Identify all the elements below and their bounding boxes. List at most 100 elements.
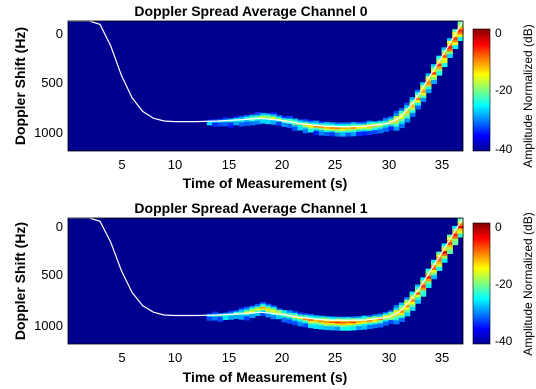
- heatmap-cell: [393, 118, 400, 123]
- heatmap-cell: [404, 299, 411, 304]
- heatmap-cell: [436, 63, 443, 68]
- x-tick-label: 15: [222, 157, 236, 172]
- heatmap-cell: [350, 326, 357, 331]
- y-tick-label: 0: [56, 219, 63, 234]
- heatmap-cell: [420, 290, 427, 295]
- heatmap-cell: [447, 247, 453, 252]
- heatmap-cell: [452, 241, 459, 246]
- heatmap-cell: [254, 120, 261, 125]
- heatmap-cell: [393, 126, 400, 131]
- heatmap-cell: [415, 299, 421, 304]
- heatmap-cell: [425, 273, 432, 278]
- heatmap-cell: [404, 110, 411, 115]
- heatmap-cell: [388, 126, 395, 131]
- heatmap-cell: [398, 121, 405, 126]
- heatmap-cell: [270, 315, 277, 320]
- heatmap-cell: [415, 284, 421, 289]
- heatmap-cell: [457, 225, 464, 230]
- heatmap-cell: [415, 105, 421, 110]
- heatmap-cell: [425, 281, 432, 286]
- heatmap-cell: [425, 83, 432, 88]
- heatmap-cell: [270, 120, 277, 125]
- heatmap-cell: [436, 264, 443, 269]
- x-tick-label: 5: [118, 157, 125, 172]
- y-axis-label: Doppler Shift (Hz): [12, 27, 28, 145]
- heatmap-cell: [398, 124, 405, 129]
- heatmap-cell: [222, 122, 229, 127]
- heatmap-cell: [393, 113, 400, 118]
- heatmap-cell: [366, 325, 373, 329]
- plot-frame: [67, 20, 464, 152]
- y-tick-label: 0: [56, 26, 63, 41]
- heatmap-cell: [404, 304, 411, 309]
- heatmap-cell: [404, 118, 411, 123]
- heatmap-cell: [409, 110, 416, 115]
- heatmap-cell: [441, 253, 448, 258]
- y-axis-label: Doppler Shift (Hz): [12, 222, 28, 340]
- heatmap-cell: [431, 74, 437, 79]
- heatmap-cell: [409, 296, 416, 301]
- heatmap-cell: [233, 314, 240, 319]
- y-axis: 0 500 1000: [34, 26, 63, 140]
- heatmap-cell: [329, 132, 336, 137]
- heatmap-cell: [222, 316, 229, 320]
- overlay-line: [68, 217, 464, 322]
- heatmap-cell: [457, 31, 464, 36]
- heatmap-cell: [447, 48, 453, 53]
- heatmap-cell: [318, 325, 325, 330]
- heatmap-cell: [420, 90, 427, 95]
- heatmap-cell: [441, 60, 448, 65]
- heatmap-cell: [436, 68, 443, 73]
- heatmap-cell: [457, 233, 464, 238]
- heatmap-cell: [366, 130, 373, 135]
- heatmap-cell: [404, 309, 411, 314]
- heatmap-cell: [425, 78, 432, 83]
- heatmap-cell: [457, 29, 464, 34]
- heatmap-cell: [420, 282, 427, 287]
- heatmap-cell: [425, 89, 432, 94]
- heatmap-cell: [436, 66, 443, 71]
- heatmap-cell: [409, 306, 416, 311]
- heatmap-cell: [276, 315, 283, 320]
- heatmap-cell: [409, 294, 416, 299]
- y-tick-label: 500: [41, 75, 63, 90]
- heatmap-cell: [409, 107, 416, 112]
- heatmap-cell: [409, 112, 416, 117]
- plot-background: [68, 218, 463, 344]
- heatmap-cell: [281, 318, 288, 323]
- heatmap-cell: [441, 256, 448, 261]
- x-axis: 5 10 15 20 25 30 35: [118, 350, 449, 365]
- heatmap-cell: [436, 256, 443, 261]
- heatmap-cell: [415, 89, 421, 94]
- heatmap-cell: [329, 326, 336, 331]
- heatmap-cell: [404, 307, 411, 312]
- heatmap-cell: [292, 321, 299, 326]
- heatmap-cell: [324, 132, 331, 136]
- x-tick-label: 20: [275, 350, 289, 365]
- chart-title: Doppler Spread Average Channel 0: [134, 3, 367, 19]
- y-axis: 0 500 1000: [34, 219, 63, 333]
- heatmap-cell: [436, 251, 443, 256]
- heatmap-cell: [431, 64, 437, 69]
- x-tick-label: 30: [382, 157, 396, 172]
- heatmap-cell: [409, 299, 416, 304]
- heatmap-cell: [233, 121, 240, 126]
- heatmap-cell: [431, 80, 437, 84]
- heatmap-cell: [238, 315, 245, 320]
- heatmap-cell: [420, 95, 427, 100]
- heatmap-cell: [382, 127, 389, 132]
- heatmap-cell: [340, 132, 347, 137]
- heatmap-cell: [441, 63, 448, 68]
- heatmap-cell: [415, 289, 421, 294]
- heatmap-cell: [420, 277, 427, 282]
- heatmap-cell: [398, 317, 405, 322]
- heatmap-cell: [297, 322, 304, 327]
- colorbar-label: Amplitude Normalized (dB): [521, 212, 535, 355]
- heatmap-cell: [340, 326, 347, 331]
- heatmap-cell: [254, 312, 261, 317]
- heatmap-cell: [345, 326, 352, 331]
- heatmap-cell: [228, 123, 234, 128]
- heatmap-cell: [345, 132, 352, 137]
- heatmap-cell: [393, 305, 400, 309]
